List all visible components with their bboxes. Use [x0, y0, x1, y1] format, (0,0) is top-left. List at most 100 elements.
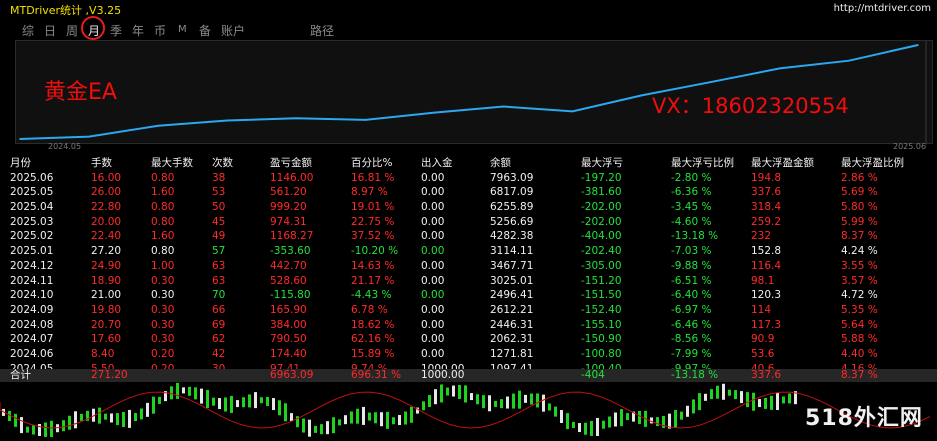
bg-candle: [536, 393, 539, 408]
tab-5[interactable]: 年: [132, 24, 145, 38]
bg-candle: [626, 413, 629, 421]
equity-point-9: [640, 94, 643, 97]
total-cell: 6963.09: [270, 369, 314, 381]
total-cell: 696.31 %: [351, 369, 402, 381]
tab-7[interactable]: M: [178, 24, 187, 35]
bg-candle: [662, 415, 665, 428]
bg-candle: [584, 422, 587, 435]
bg-candle: [386, 411, 389, 429]
bg-candle: [98, 407, 101, 424]
table-cell: 0.00: [421, 201, 445, 214]
table-cell: -4.43 %: [351, 289, 392, 302]
table-row: 2025.02 22.40 1.60 49 1168.27 37.52 % 0.00 4282…: [0, 229, 937, 244]
header-cell: 最大浮亏: [581, 157, 623, 169]
watermark-logo: 518外汇网: [805, 406, 923, 431]
bg-candle: [728, 389, 731, 396]
table-cell: 2025.06: [10, 171, 54, 184]
tab-10[interactable]: 路径: [310, 24, 335, 38]
bg-candle: [764, 397, 767, 409]
table-cell: -152.40: [581, 303, 622, 316]
header-cell: 出入金: [421, 157, 453, 169]
bg-candle: [26, 426, 29, 433]
table-cell: 6.78 %: [351, 303, 388, 316]
equity-point-8: [571, 110, 574, 113]
table-cell: 0.00: [421, 289, 445, 302]
table-cell: 3.55 %: [841, 259, 878, 272]
bg-candle: [284, 403, 287, 422]
bg-candle: [722, 383, 725, 400]
table-cell: -6.51 %: [671, 274, 712, 287]
table-cell: 2024.07: [10, 333, 54, 346]
header-cell: 月份: [10, 157, 31, 169]
tab-4[interactable]: 季: [110, 24, 123, 38]
total-row: 合计 271.20 6963.09 696.31 % 1000.00 -404 -13.18…: [0, 369, 937, 382]
table-cell: -7.03 %: [671, 245, 712, 258]
table-cell: -100.80: [581, 347, 622, 360]
bg-candle: [518, 390, 521, 409]
bg-candle: [650, 417, 653, 424]
bg-candle: [434, 389, 437, 405]
bg-candle: [506, 396, 509, 409]
table-cell: 0.30: [151, 318, 175, 331]
table-cell: 3025.01: [490, 274, 534, 287]
table-cell: -10.20 %: [351, 245, 399, 258]
table-cell: -4.60 %: [671, 215, 712, 228]
bg-moving-average: [0, 391, 931, 429]
website-link[interactable]: http://mtdriver.com: [833, 3, 931, 14]
header-cell: 余额: [490, 157, 511, 169]
bg-candle: [92, 408, 95, 422]
table-cell: 17.60: [91, 333, 122, 346]
table-cell: 0.00: [421, 303, 445, 316]
table-cell: 70: [212, 289, 226, 302]
table-cell: 15.89 %: [351, 347, 395, 360]
bg-candle: [128, 409, 131, 428]
tab-1[interactable]: 日: [44, 24, 57, 38]
table-cell: -202.00: [581, 215, 622, 228]
bg-candle: [488, 395, 491, 412]
bg-candle: [416, 407, 419, 414]
total-cell: -13.18 %: [671, 369, 719, 381]
table-cell: 7963.09: [490, 171, 534, 184]
table-cell: 114: [751, 303, 772, 316]
table-cell: 8.37 %: [841, 230, 878, 243]
tab-9[interactable]: 账户: [221, 24, 246, 38]
table-cell: -151.20: [581, 274, 622, 287]
bg-candle: [794, 391, 797, 405]
table-cell: 337.6: [751, 186, 782, 199]
table-cell: 0.80: [151, 171, 175, 184]
table-cell: 174.40: [270, 347, 307, 360]
bg-candle: [452, 385, 455, 397]
bg-candle: [62, 420, 65, 432]
bg-candle: [302, 418, 305, 433]
table-cell: 2024.12: [10, 259, 54, 272]
bg-candle: [572, 421, 575, 428]
bg-candle: [74, 411, 77, 429]
table-row: 2025.05 26.00 1.60 53 561.20 8.97 % 0.00 6817.0…: [0, 185, 937, 200]
bg-candle: [398, 415, 401, 426]
total-cell: 271.20: [91, 369, 128, 381]
bg-candle: [524, 394, 527, 403]
bg-candle: [410, 406, 413, 423]
bg-candle: [158, 396, 161, 404]
bg-candle: [206, 390, 209, 409]
bg-candle: [632, 411, 635, 422]
table-cell: 14.63 %: [351, 259, 395, 272]
bg-candle: [368, 412, 371, 421]
table-cell: 0.80: [151, 215, 175, 228]
tab-0[interactable]: 综: [22, 24, 35, 38]
bg-candle: [548, 403, 551, 411]
tab-6[interactable]: 币: [154, 24, 167, 38]
table-cell: -353.60: [270, 245, 311, 258]
bg-candle: [566, 413, 569, 430]
table-cell: 0.00: [421, 347, 445, 360]
window-title: MTDriver统计 ,V3.25: [10, 4, 122, 17]
header-cell: 最大浮盈比例: [841, 157, 904, 169]
table-cell: 2446.31: [490, 318, 534, 331]
bg-candle: [224, 397, 227, 412]
tab-2[interactable]: 周: [66, 24, 79, 38]
table-cell: 5256.69: [490, 215, 534, 228]
tab-8[interactable]: 备: [199, 24, 212, 38]
total-cell: 1000.00: [421, 369, 465, 381]
bg-candle: [68, 415, 71, 430]
bg-candle: [734, 390, 737, 400]
